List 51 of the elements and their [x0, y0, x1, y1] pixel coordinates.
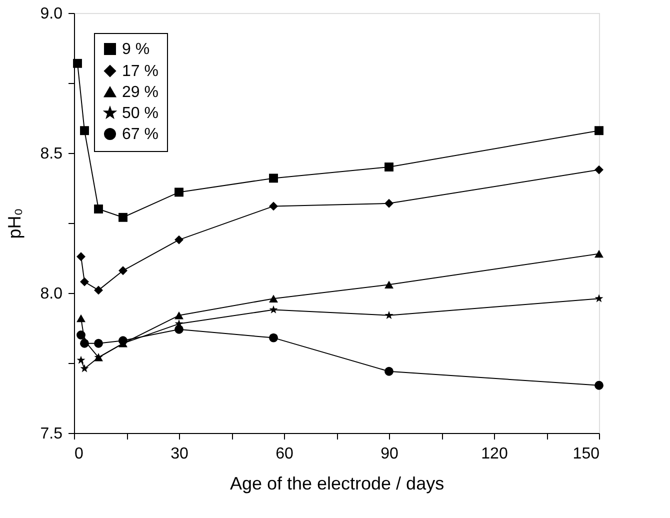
point	[269, 174, 278, 183]
point	[80, 364, 89, 372]
x-tick-label: 90	[380, 446, 398, 462]
point	[73, 58, 82, 68]
x-tick-label: 120	[481, 446, 508, 462]
y-tick-label: 8.5	[40, 146, 63, 162]
point	[594, 294, 604, 302]
legend-label: 17 %	[122, 63, 158, 80]
point	[80, 126, 89, 136]
point	[80, 277, 89, 286]
point	[594, 380, 604, 390]
point	[269, 333, 278, 342]
y-axis-title: pH₀	[4, 208, 24, 239]
point	[76, 252, 86, 262]
legend-label: 67 %	[122, 126, 158, 143]
point	[94, 338, 103, 348]
point	[384, 310, 394, 320]
point	[594, 165, 604, 174]
point	[594, 250, 604, 258]
legend-label: 9 %	[122, 41, 150, 58]
x-tick-label: 30	[170, 446, 188, 462]
point	[118, 266, 128, 276]
point	[174, 235, 184, 244]
point	[174, 324, 184, 334]
point	[174, 188, 184, 197]
x-tick-label: 150	[572, 446, 600, 462]
point	[76, 356, 86, 364]
point	[94, 286, 103, 295]
y-tick-label: 8.0	[40, 286, 63, 302]
point	[94, 204, 103, 214]
point	[269, 294, 278, 302]
x-tick-label: 60	[276, 446, 294, 462]
point	[269, 202, 278, 211]
point	[384, 280, 394, 288]
point	[76, 330, 86, 340]
point	[80, 338, 89, 348]
point	[118, 336, 128, 346]
y-tick-label: 9.0	[40, 6, 63, 22]
x-tick-label: 0	[74, 446, 84, 462]
legend-label: 29 %	[122, 84, 158, 101]
y-tick-label: 7.5	[40, 426, 63, 442]
point	[384, 366, 394, 376]
point	[384, 162, 394, 172]
point	[174, 312, 184, 320]
point	[594, 126, 604, 136]
point	[118, 212, 128, 222]
point	[384, 198, 394, 208]
legend-label: 50 %	[122, 105, 158, 122]
point	[269, 305, 278, 314]
x-axis-title: Age of the electrode / days	[230, 474, 444, 494]
point	[76, 314, 86, 322]
